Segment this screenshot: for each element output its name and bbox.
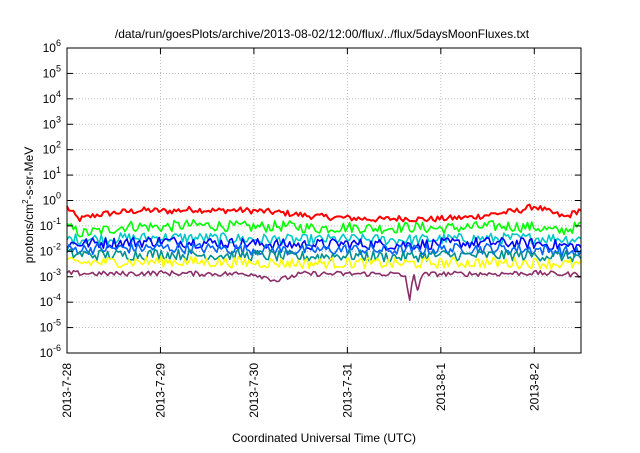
x-tick-label: 2013-7-31 — [340, 363, 354, 418]
y-tick-exponent: 2 — [56, 140, 61, 150]
y-tick-exponent: -4 — [53, 292, 61, 302]
chart-title: /data/run/goesPlots/archive/2013-08-02/1… — [115, 27, 530, 41]
y-tick-exponent: -2 — [53, 241, 61, 251]
series-line — [66, 248, 582, 263]
series-line — [66, 232, 582, 247]
y-tick-label: 104 — [43, 89, 61, 106]
x-tick-label: 2013-7-29 — [153, 363, 167, 418]
y-tick-base: 10 — [43, 117, 57, 131]
x-tick-label: 2013-8-1 — [434, 363, 448, 411]
series-line — [66, 269, 582, 301]
y-tick-label: 105 — [43, 63, 61, 80]
y-tick-base: 10 — [43, 41, 57, 55]
y-tick-base: 10 — [40, 270, 54, 284]
grid-lines — [66, 48, 581, 353]
x-axis-label: Coordinated Universal Time (UTC) — [232, 431, 416, 445]
y-tick-base: 10 — [43, 66, 57, 80]
series-line — [66, 218, 582, 238]
data-series — [66, 203, 582, 301]
y-axis-label-units: -s-sr-MeV — [22, 147, 36, 200]
series-line — [66, 255, 582, 270]
y-tick-label: 103 — [43, 114, 61, 131]
tick-labels: 10-610-510-410-310-210-11001011021031041… — [40, 38, 542, 418]
y-tick-label: 10-2 — [40, 241, 61, 258]
y-tick-label: 102 — [43, 140, 61, 157]
y-axis-label-superscript: 2 — [21, 199, 30, 204]
y-tick-label: 10-1 — [40, 216, 61, 233]
y-axis-label: protons/cm2-s-sr-MeV — [21, 147, 36, 263]
y-tick-label: 10-4 — [40, 292, 61, 309]
y-tick-base: 10 — [43, 143, 57, 157]
series-line — [66, 203, 582, 223]
y-tick-label: 101 — [43, 165, 61, 182]
y-tick-base: 10 — [40, 321, 54, 335]
y-tick-exponent: 3 — [56, 114, 61, 124]
y-tick-exponent: 1 — [56, 165, 61, 175]
y-tick-base: 10 — [40, 295, 54, 309]
y-tick-exponent: 5 — [56, 63, 61, 73]
y-tick-base: 10 — [40, 219, 54, 233]
y-tick-label: 10-5 — [40, 318, 61, 335]
axes — [66, 47, 582, 354]
y-tick-base: 10 — [43, 92, 57, 106]
y-tick-base: 10 — [40, 346, 54, 360]
y-tick-base: 10 — [43, 168, 57, 182]
y-tick-base: 10 — [43, 194, 57, 208]
y-tick-exponent: -5 — [53, 318, 61, 328]
y-tick-exponent: -6 — [53, 343, 61, 353]
y-tick-base: 10 — [40, 244, 54, 258]
y-tick-label: 106 — [43, 38, 61, 55]
y-tick-exponent: -3 — [53, 267, 61, 277]
y-tick-exponent: -1 — [53, 216, 61, 226]
y-axis-label-main: protons/cm — [22, 204, 36, 263]
x-tick-label: 2013-7-28 — [60, 363, 74, 418]
y-tick-label: 100 — [43, 191, 61, 208]
y-tick-exponent: 4 — [56, 89, 61, 99]
plot-frame — [66, 47, 582, 354]
y-tick-label: 10-6 — [40, 343, 61, 360]
series-line — [66, 242, 582, 258]
x-tick-label: 2013-8-2 — [527, 363, 541, 411]
y-tick-exponent: 6 — [56, 38, 61, 48]
x-tick-label: 2013-7-30 — [247, 363, 261, 418]
y-tick-exponent: 0 — [56, 191, 61, 201]
y-tick-label: 10-3 — [40, 267, 61, 284]
